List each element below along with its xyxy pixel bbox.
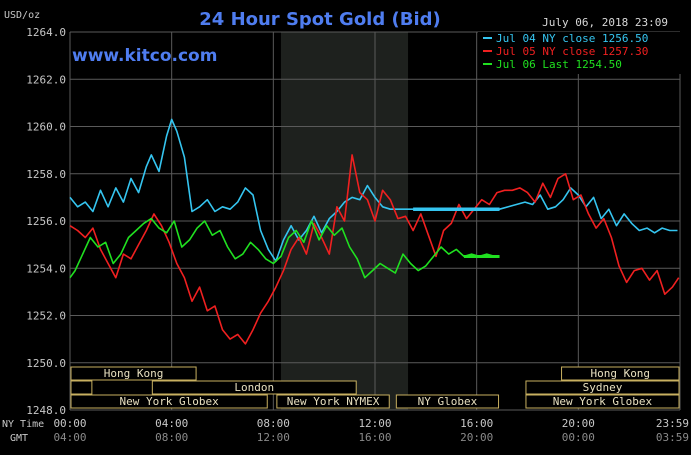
session-box — [276, 394, 390, 409]
y-tick-label: 1250.0 — [26, 357, 66, 370]
session-box — [70, 380, 93, 395]
y-tick-label: 1256.0 — [26, 215, 66, 228]
chart-title: 24 Hour Spot Gold (Bid) — [199, 9, 440, 30]
x-tick-gmt: 04:00 — [53, 431, 86, 444]
session-label: Hong Kong — [104, 367, 164, 380]
y-axis-ticks: 1264.0 1262.0 1260.0 1258.0 1256.0 1254.0 1252… — [26, 26, 66, 417]
session-box — [561, 366, 680, 381]
x-tick-ny: 16:00 — [460, 417, 493, 430]
x-tick-gmt: 20:00 — [460, 431, 493, 444]
x-tick-gmt: 12:00 — [257, 431, 290, 444]
ny-time-row-label: NY Time — [2, 419, 44, 430]
y-tick-label: 1248.0 — [26, 404, 66, 417]
session-box — [525, 380, 680, 395]
session-label: London — [234, 381, 274, 394]
series-layer — [69, 118, 680, 345]
timestamp: July 06, 2018 23:09 — [542, 16, 668, 29]
session-box — [70, 394, 268, 409]
y-tick-label: 1260.0 — [26, 121, 66, 134]
series-line-2 — [69, 154, 680, 345]
x-tick-gmt: 16:00 — [358, 431, 391, 444]
x-tick-gmt: 00:00 — [562, 431, 595, 444]
x-tick-gmt: 08:00 — [155, 431, 188, 444]
x-tick-gmt: 03:59 — [656, 431, 689, 444]
y-tick-label: 1262.0 — [26, 73, 66, 86]
legend-entry: Jul 06 Last 1254.50 — [496, 58, 622, 71]
website-label: www.kitco.com — [72, 46, 217, 66]
session-label: New York Globex — [553, 395, 653, 408]
legend-box — [478, 32, 681, 74]
session-box — [525, 394, 680, 409]
y-tick-label: 1254.0 — [26, 262, 66, 275]
grid-lines — [69, 31, 681, 411]
unit-label: USD/oz — [4, 10, 40, 21]
y-tick-label: 1252.0 — [26, 310, 66, 323]
session-label: New York Globex — [119, 395, 219, 408]
y-tick-label: 1258.0 — [26, 168, 66, 181]
legend-entry: Jul 05 NY close 1257.30 — [496, 45, 648, 58]
series-line-3 — [69, 217, 500, 279]
legend-entry: Jul 04 NY close 1256.50 — [496, 32, 648, 45]
session-label: NY Globex — [418, 395, 478, 408]
y-tick-label: 1264.0 — [26, 26, 66, 39]
session-box — [395, 394, 500, 409]
x-tick-ny: 12:00 — [358, 417, 391, 430]
series-line-1 — [69, 118, 678, 263]
gmt-row-label: GMT — [10, 433, 28, 444]
x-tick-ny: 00:00 — [53, 417, 86, 430]
x-tick-ny: 20:00 — [562, 417, 595, 430]
session-label: New York NYMEX — [287, 395, 380, 408]
x-axis-ticks: 00:00 04:00 08:00 12:00 16:00 20:00 23:5904:00… — [53, 417, 689, 444]
session-box — [70, 366, 197, 381]
session-label: Sydney — [583, 381, 623, 394]
x-tick-ny: 23:59 — [656, 417, 689, 430]
x-tick-ny: 04:00 — [155, 417, 188, 430]
x-tick-ny: 08:00 — [257, 417, 290, 430]
session-box — [151, 380, 357, 395]
session-label: Hong Kong — [590, 367, 650, 380]
